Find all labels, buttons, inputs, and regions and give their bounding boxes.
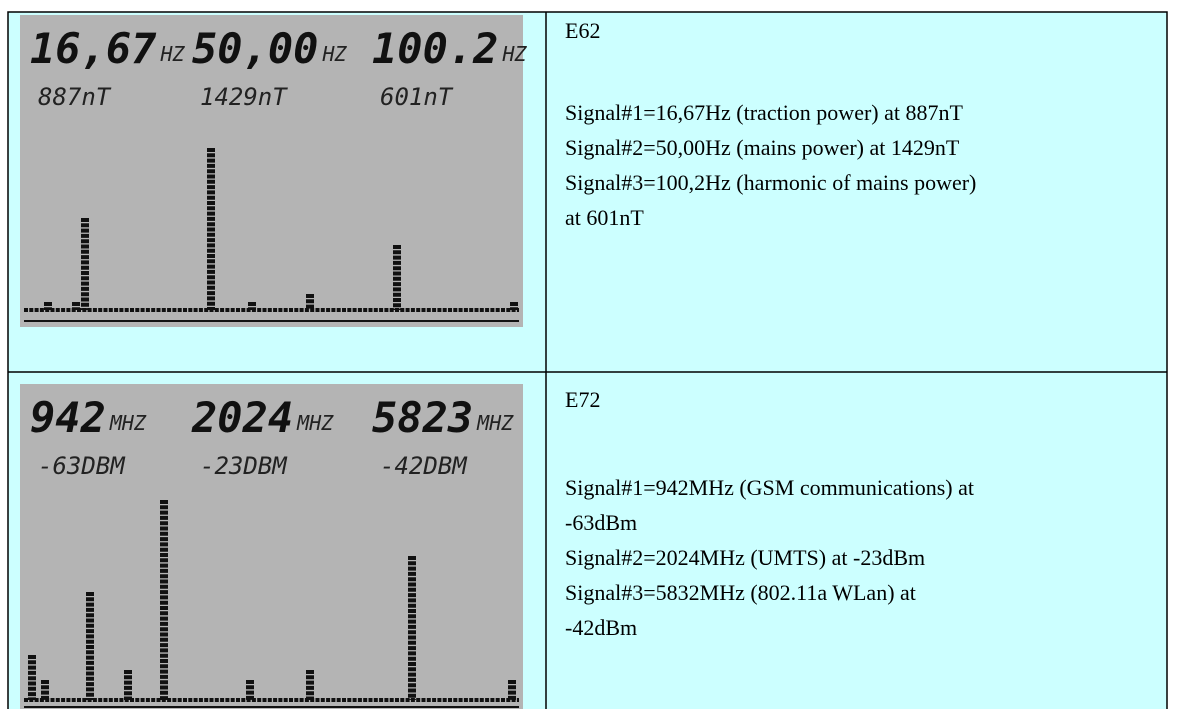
signal-line: Signal#2=2024MHz (UMTS) at -23dBm (565, 545, 925, 570)
lcd-level: 601nT (380, 83, 454, 111)
lcd-frequency: 100.2 (372, 24, 498, 73)
lcd-level: 887nT (38, 83, 112, 111)
lcd-frequency: 942 (30, 393, 106, 442)
lcd-frequency: 2024 (191, 393, 293, 442)
lcd-frequency: 50,00 (192, 24, 318, 73)
signal-line: -42dBm (565, 615, 637, 640)
lcd-unit: HZ (321, 42, 347, 66)
lcd-level: -42DBM (380, 452, 468, 480)
lcd-unit: MHZ (296, 411, 334, 435)
model-name: E72 (565, 387, 600, 412)
page: 16,67HZ887nT50,00HZ1429nT100.2HZ601nTE62… (0, 0, 1182, 709)
lcd-level: -23DBM (200, 452, 288, 480)
table: 16,67HZ887nT50,00HZ1429nT100.2HZ601nTE62… (0, 0, 1182, 709)
signal-line: Signal#1=16,67Hz (traction power) at 887… (565, 100, 963, 125)
signal-line: Signal#1=942MHz (GSM communications) at (565, 475, 974, 500)
lcd-unit: MHZ (476, 411, 514, 435)
lcd-frequency: 5823 (372, 393, 473, 442)
lcd-level: -63DBM (38, 452, 126, 480)
signal-line: Signal#3=5832MHz (802.11a WLan) at (565, 580, 916, 605)
signal-line: at 601nT (565, 205, 644, 230)
lcd-level: 1429nT (200, 83, 288, 111)
model-name: E62 (565, 18, 600, 43)
lcd-unit: HZ (501, 42, 527, 66)
signal-line: Signal#3=100,2Hz (harmonic of mains powe… (565, 170, 976, 195)
lcd-frequency: 16,67 (30, 24, 157, 73)
signal-line: -63dBm (565, 510, 637, 535)
lcd-unit: HZ (159, 42, 185, 66)
lcd-unit: MHZ (109, 411, 147, 435)
signal-line: Signal#2=50,00Hz (mains power) at 1429nT (565, 135, 960, 160)
